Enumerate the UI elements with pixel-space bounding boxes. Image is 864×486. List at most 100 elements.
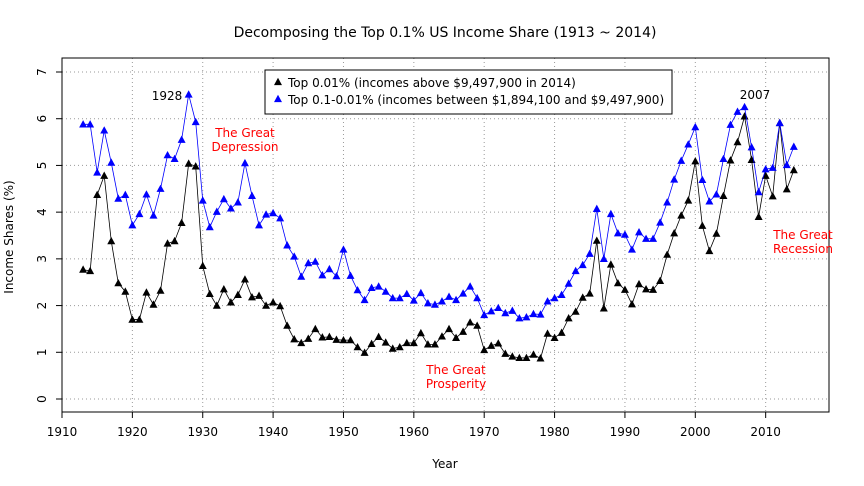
x-tick-label: 1910: [47, 425, 78, 439]
series-1-point: [269, 298, 278, 306]
y-tick-label: 4: [35, 208, 49, 216]
y-tick-label: 7: [35, 68, 49, 76]
series-2-point: [691, 122, 700, 131]
y-tick-label: 0: [35, 395, 49, 403]
annotation-1: 1928: [152, 89, 183, 103]
series-2-point: [445, 292, 454, 300]
series-1-point: [142, 288, 151, 296]
series-1-point: [198, 261, 207, 270]
series-1-point: [177, 218, 186, 227]
series-1-point: [557, 328, 566, 336]
x-tick-label: 1930: [187, 425, 218, 439]
series-2-point: [205, 222, 214, 231]
series-2-point: [501, 308, 510, 317]
series-2-point: [388, 293, 397, 302]
series-2-point: [789, 142, 798, 150]
series-1-point: [550, 333, 559, 341]
series-2-point: [107, 158, 116, 166]
series-1-point: [670, 228, 679, 237]
series-1-point: [388, 344, 397, 352]
series-1-point: [233, 290, 242, 298]
series-2-point: [599, 254, 608, 263]
series-1-point: [782, 185, 791, 193]
series-2-point: [156, 184, 165, 192]
series-1-point: [255, 291, 264, 299]
series-1-point: [381, 338, 390, 346]
series-1-point: [705, 246, 714, 255]
series-1-point: [409, 338, 418, 347]
series-1-point: [156, 286, 165, 294]
series-2-point: [219, 194, 228, 203]
series-2-point: [684, 140, 693, 148]
series-1-point: [740, 112, 749, 120]
annotation-line: The Great: [214, 126, 275, 140]
series-2-point: [142, 190, 151, 198]
series-2-point: [705, 197, 714, 205]
series-1-point: [452, 333, 461, 341]
series-1-point: [79, 265, 88, 273]
series-1-point: [135, 315, 144, 323]
series-1-point: [93, 190, 102, 199]
series-2-point: [318, 271, 327, 279]
series-1-point: [318, 333, 327, 341]
series-2-point: [395, 293, 404, 302]
legend-entry-1: Top 0.01% (incomes above $9,497,900 in 2…: [287, 76, 576, 90]
series-1-point: [480, 345, 489, 354]
series-1-point: [635, 279, 643, 288]
series-2-point: [712, 190, 721, 198]
series-2-point: [367, 283, 376, 291]
x-tick-label: 1950: [328, 425, 359, 439]
series-2-point: [515, 313, 524, 322]
series-2-point: [557, 290, 566, 298]
series-1-point: [311, 324, 320, 333]
series-2-point: [571, 266, 580, 275]
axes: 1910 1920 1930 1940 1950 1960 1970 1980 1990 2000…: [35, 57, 830, 439]
annotation-line: 1928: [152, 89, 183, 103]
series-2-point: [592, 204, 601, 213]
series-layer: [79, 90, 798, 362]
series-1-point: [353, 342, 362, 351]
annotation-line: The Great: [425, 363, 486, 377]
series-1-point: [290, 335, 299, 343]
series-2-point: [402, 289, 411, 298]
x-axis-label: Year: [431, 457, 457, 471]
series-2-point: [163, 150, 172, 159]
series-1-point: [684, 196, 693, 204]
series-1-point: [226, 298, 235, 306]
series-2-point: [627, 245, 636, 253]
legend-box: [264, 69, 673, 115]
series-1-point: [789, 165, 798, 174]
series-2-point: [233, 198, 242, 206]
series-2-point: [276, 214, 285, 222]
series-2-point: [184, 90, 193, 98]
series-1-point: [86, 266, 95, 275]
series-2-point: [740, 102, 749, 111]
series-2-point: [747, 143, 756, 151]
series-2-point: [754, 187, 763, 196]
series-1-point: [437, 332, 446, 340]
series-1-point: [754, 212, 763, 220]
series-2-point: [649, 234, 658, 242]
series-1-point: [726, 156, 735, 164]
series-line-2: [83, 94, 795, 319]
x-tick-label: 1920: [117, 425, 148, 439]
annotation-5: The Great Recession: [772, 228, 833, 256]
series-2-point: [240, 158, 249, 167]
series-1-point: [494, 339, 503, 347]
x-tick-label: 1940: [258, 425, 289, 439]
series-2-point: [100, 126, 109, 134]
legend-marker-1: [274, 77, 282, 86]
series-1-point: [423, 340, 432, 348]
series-2-point: [177, 135, 186, 143]
series-1-point: [487, 341, 496, 349]
series-2-point: [677, 156, 686, 164]
annotation-2: 2007: [740, 88, 771, 102]
series-1-point: [430, 340, 439, 348]
series-1-point: [374, 332, 383, 341]
series-1-point: [149, 300, 158, 308]
series-1-point: [459, 327, 468, 335]
x-tick-label: 2010: [750, 425, 781, 439]
series-2-point: [459, 289, 468, 297]
plot-frame: [61, 57, 830, 413]
